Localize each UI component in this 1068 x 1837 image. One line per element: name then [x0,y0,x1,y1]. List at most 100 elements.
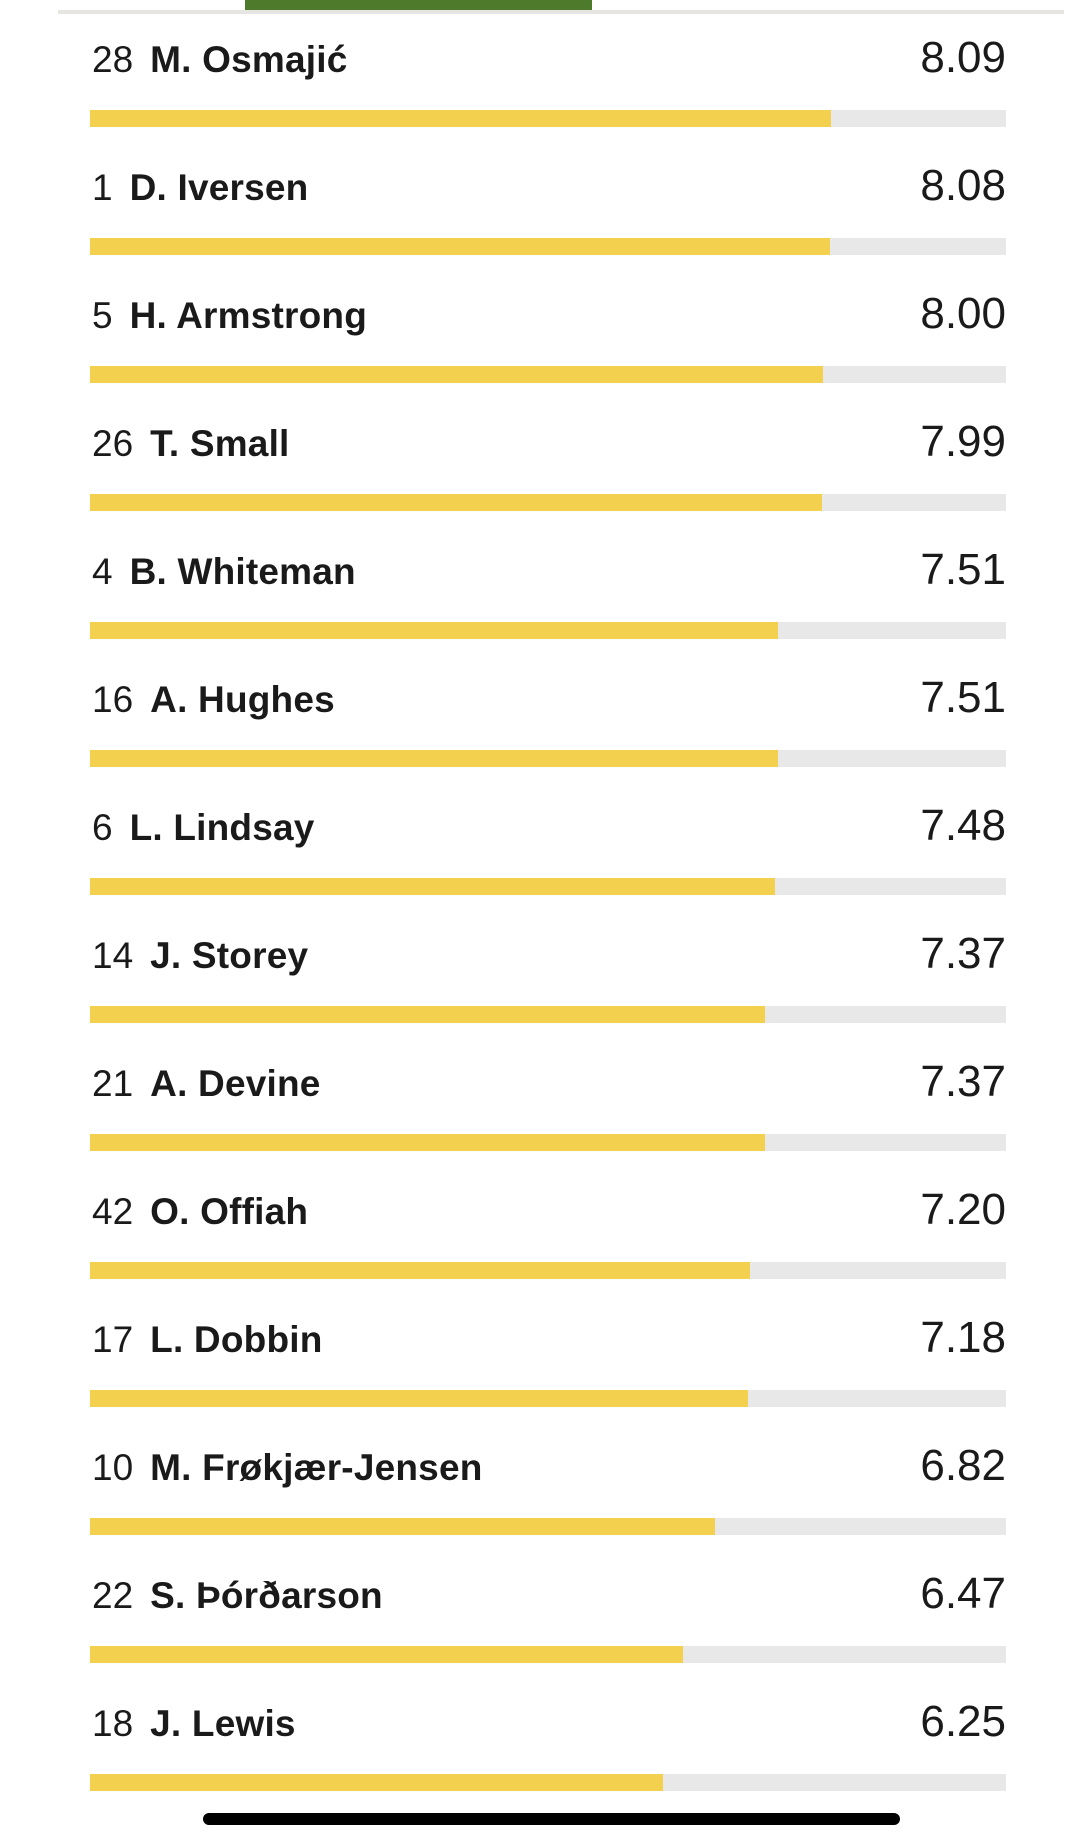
player-row-header: 1 D. Iversen 8.08 [92,160,1006,214]
rating-bar-track [90,622,1006,639]
player-name: A. Devine [150,1063,321,1104]
player-name: D. Iversen [129,167,309,208]
rating-value: 7.37 [920,929,1006,978]
player-row: 26 T. Small 7.99 [0,414,1068,542]
player-row: 42 O. Offiah 7.20 [0,1182,1068,1310]
shirt-number: 26 [92,423,134,464]
player-row-header: 28 M. Osmajić 8.09 [92,32,1006,86]
rating-value: 6.47 [920,1569,1006,1618]
shirt-number: 42 [92,1191,134,1232]
rating-bar-fill [90,622,778,639]
rating-bar-track [90,878,1006,895]
player-row: 10 M. Frøkjær-Jensen 6.82 [0,1438,1068,1566]
player-row-header: 4 B. Whiteman 7.51 [92,544,1006,598]
shirt-number: 4 [92,551,113,592]
shirt-number: 5 [92,295,113,336]
player-name: M. Osmajić [150,39,348,80]
player-row: 6 L. Lindsay 7.48 [0,798,1068,926]
rating-value: 7.51 [920,673,1006,722]
rating-value: 7.20 [920,1185,1006,1234]
top-scroll-track [58,10,1064,14]
rating-bar-fill [90,366,823,383]
rating-bar-track [90,494,1006,511]
shirt-number: 16 [92,679,134,720]
player-row-header: 16 A. Hughes 7.51 [92,672,1006,726]
rating-value: 7.48 [920,801,1006,850]
rating-value: 8.09 [920,33,1006,82]
player-name: L. Lindsay [129,807,315,848]
player-row-header: 5 H. Armstrong 8.00 [92,288,1006,342]
shirt-number: 6 [92,807,113,848]
player-name: S. Þórðarson [150,1575,383,1616]
rating-bar-track [90,110,1006,127]
player-row: 22 S. Þórðarson 6.47 [0,1566,1068,1694]
shirt-number: 22 [92,1575,134,1616]
player-row: 5 H. Armstrong 8.00 [0,286,1068,414]
player-row: 18 J. Lewis 6.25 [0,1694,1068,1822]
rating-bar-track [90,1006,1006,1023]
rating-bar-fill [90,1518,715,1535]
player-row-header: 14 J. Storey 7.37 [92,928,1006,982]
shirt-number: 14 [92,935,134,976]
rating-bar-track [90,1774,1006,1791]
player-row-header: 17 L. Dobbin 7.18 [92,1312,1006,1366]
rating-bar-track [90,1134,1006,1151]
player-name: M. Frøkjær-Jensen [150,1447,483,1488]
rating-value: 8.08 [920,161,1006,210]
rating-bar-track [90,366,1006,383]
rating-value: 6.25 [920,1697,1006,1746]
rating-bar-fill [90,1006,766,1023]
player-row: 14 J. Storey 7.37 [0,926,1068,1054]
shirt-number: 17 [92,1319,134,1360]
rating-bar-track [90,1646,1006,1663]
rating-value: 7.18 [920,1313,1006,1362]
player-row: 4 B. Whiteman 7.51 [0,542,1068,670]
player-row: 16 A. Hughes 7.51 [0,670,1068,798]
shirt-number: 21 [92,1063,134,1104]
player-row-header: 26 T. Small 7.99 [92,416,1006,470]
rating-bar-fill [90,1646,683,1663]
player-name: L. Dobbin [150,1319,323,1360]
rating-bar-fill [90,878,776,895]
player-row-header: 21 A. Devine 7.37 [92,1056,1006,1110]
player-row: 28 M. Osmajić 8.09 [0,30,1068,158]
player-name: T. Small [150,423,290,464]
rating-bar-track [90,1518,1006,1535]
player-row: 1 D. Iversen 8.08 [0,158,1068,286]
rating-bar-track [90,238,1006,255]
player-name: O. Offiah [150,1191,309,1232]
rating-bar-track [90,1390,1006,1407]
rating-value: 8.00 [920,289,1006,338]
player-name: J. Storey [150,935,309,976]
player-row: 17 L. Dobbin 7.18 [0,1310,1068,1438]
player-name: J. Lewis [150,1703,296,1744]
player-row-header: 18 J. Lewis 6.25 [92,1696,1006,1750]
rating-bar-fill [90,1390,748,1407]
rating-bar-fill [90,494,822,511]
rating-value: 7.37 [920,1057,1006,1106]
top-scroll-thumb[interactable] [245,0,592,10]
rating-value: 7.99 [920,417,1006,466]
rating-bar-fill [90,1134,766,1151]
player-name: H. Armstrong [129,295,368,336]
player-name: A. Hughes [150,679,335,720]
rating-bar-fill [90,750,778,767]
home-indicator[interactable] [203,1813,900,1825]
player-row-header: 10 M. Frøkjær-Jensen 6.82 [92,1440,1006,1494]
player-row: 21 A. Devine 7.37 [0,1054,1068,1182]
player-row-header: 6 L. Lindsay 7.48 [92,800,1006,854]
shirt-number: 10 [92,1447,134,1488]
player-name: B. Whiteman [129,551,356,592]
rating-bar-track [90,750,1006,767]
rating-value: 7.51 [920,545,1006,594]
player-ratings-list: 28 M. Osmajić 8.09 1 D. Iversen 8.08 5 H… [0,30,1068,1822]
rating-bar-fill [90,1774,663,1791]
rating-value: 6.82 [920,1441,1006,1490]
shirt-number: 18 [92,1703,134,1744]
player-row-header: 42 O. Offiah 7.20 [92,1184,1006,1238]
rating-bar-fill [90,1262,750,1279]
shirt-number: 1 [92,167,113,208]
rating-bar-fill [90,238,831,255]
shirt-number: 28 [92,39,134,80]
